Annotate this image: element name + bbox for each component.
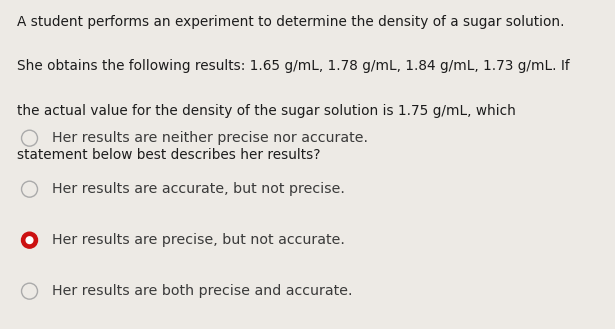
Text: Her results are precise, but not accurate.: Her results are precise, but not accurat… xyxy=(52,233,345,247)
Text: statement below best describes her results?: statement below best describes her resul… xyxy=(17,148,320,162)
Text: Her results are both precise and accurate.: Her results are both precise and accurat… xyxy=(52,284,353,298)
Text: Her results are accurate, but not precise.: Her results are accurate, but not precis… xyxy=(52,182,345,196)
Text: Her results are neither precise nor accurate.: Her results are neither precise nor accu… xyxy=(52,131,368,145)
Text: She obtains the following results: 1.65 g/mL, 1.78 g/mL, 1.84 g/mL, 1.73 g/mL. I: She obtains the following results: 1.65 … xyxy=(17,59,570,73)
Ellipse shape xyxy=(22,232,38,248)
Text: A student performs an experiment to determine the density of a sugar solution.: A student performs an experiment to dete… xyxy=(17,15,565,29)
Text: the actual value for the density of the sugar solution is 1.75 g/mL, which: the actual value for the density of the … xyxy=(17,104,516,118)
Ellipse shape xyxy=(26,237,33,243)
